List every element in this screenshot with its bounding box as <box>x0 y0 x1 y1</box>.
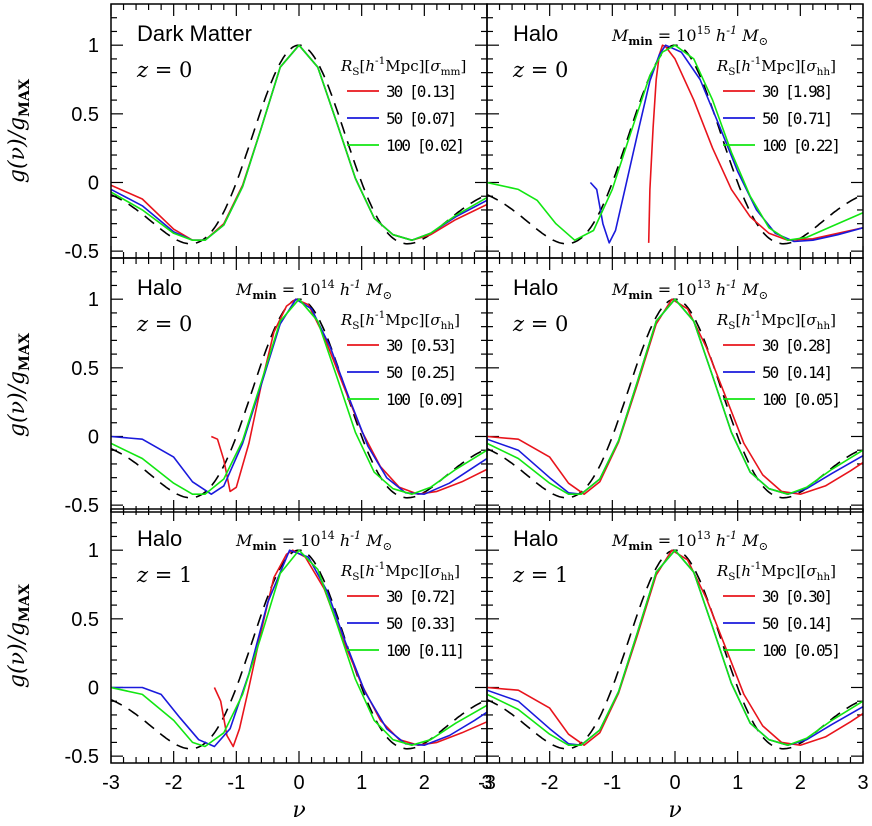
series-line-2 <box>487 44 863 241</box>
panel-title: Dark Matter <box>137 21 252 46</box>
panel-z-label: z = 0 <box>136 58 192 82</box>
y-tick-label: 0 <box>88 426 99 448</box>
y-tick-label: 0.5 <box>71 358 99 380</box>
legend-label-0: 30 [0.28] <box>762 336 833 355</box>
x-tick-label: 3 <box>857 772 868 794</box>
y-tick-label: -0.5 <box>65 241 99 263</box>
legend-label-1: 50 [0.14] <box>762 614 833 633</box>
panel-1: Halo z = 0 Mmin = 1015 h-1 M⊙ RS[h-1Mpc][σh… <box>486 3 864 259</box>
y-axis-label: g(ν)/gMAX <box>5 78 33 183</box>
panel-frame <box>486 508 864 764</box>
legend-header: RS[h-1Mpc][σhh] <box>716 309 836 332</box>
x-axis-label: ν <box>292 798 305 821</box>
panel-title: Halo <box>513 526 558 551</box>
series-line-2 <box>487 549 863 747</box>
mmin-label: Mmin = 1015 h-1 M⊙ <box>611 24 768 48</box>
y-tick-label: 0 <box>88 172 99 194</box>
series-line-2 <box>111 549 487 748</box>
x-tick-label: 1 <box>356 772 367 794</box>
panel-title: Halo <box>137 526 182 551</box>
x-tick-label: 2 <box>419 772 430 794</box>
legend-header: RS[h-1Mpc][σhh] <box>340 309 460 332</box>
y-tick-label: 1 <box>88 35 99 57</box>
legend-label-1: 50 [0.14] <box>762 363 833 382</box>
y-axis-label: g(ν)/gMAX <box>5 583 33 688</box>
y-tick-label: 1 <box>88 540 99 562</box>
legend-label-0: 30 [0.13] <box>386 82 457 101</box>
legend-label-2: 100 [0.05] <box>762 390 841 409</box>
series-line-2 <box>487 298 863 496</box>
legend-label-2: 100 [0.22] <box>762 136 841 155</box>
x-tick-label: -1 <box>227 772 245 794</box>
panel-title: Halo <box>513 21 558 46</box>
x-axis-label: ν <box>668 798 681 821</box>
legend-label-2: 100 [0.11] <box>386 641 465 660</box>
panel-0: Dark Matter z = 0 RS[h-1Mpc][σmm] 30 [0.13]… <box>110 3 488 259</box>
x-tick-label: -3 <box>102 772 120 794</box>
legend-label-0: 30 [0.72] <box>386 587 457 606</box>
y-axis-label: g(ν)/gMAX <box>5 332 33 437</box>
legend-label-1: 50 [0.71] <box>762 109 833 128</box>
mmin-label: Mmin = 1014 h-1 M⊙ <box>235 529 392 553</box>
y-tick-label: 0.5 <box>71 104 99 126</box>
panel-z-label: z = 0 <box>136 312 192 336</box>
x-tick-label: 3 <box>481 772 492 794</box>
x-tick-label: -3 <box>478 772 496 794</box>
series-line-1 <box>111 549 487 748</box>
legend-label-0: 30 [1.98] <box>762 82 833 101</box>
series-line-2 <box>111 44 487 241</box>
panel-z-label: z = 0 <box>512 312 568 336</box>
x-tick-label: 1 <box>732 772 743 794</box>
y-tick-label: 1 <box>88 289 99 311</box>
legend-header: RS[h-1Mpc][σhh] <box>716 560 836 583</box>
legend-label-1: 50 [0.07] <box>386 109 457 128</box>
panel-4: Halo z = 1 Mmin = 1014 h-1 M⊙ RS[h-1Mpc][σh… <box>110 508 488 764</box>
x-tick-label: -2 <box>165 772 183 794</box>
legend-header: RS[h-1Mpc][σmm] <box>340 55 466 78</box>
panel-5: Halo z = 1 Mmin = 1013 h-1 M⊙ RS[h-1Mpc][σh… <box>486 508 864 764</box>
legend-label-0: 30 [0.53] <box>386 336 457 355</box>
legend-header: RS[h-1Mpc][σhh] <box>340 560 460 583</box>
panel-z-label: z = 1 <box>512 563 568 587</box>
x-tick-label: 0 <box>669 772 680 794</box>
y-tick-label: -0.5 <box>65 495 99 517</box>
panel-title: Halo <box>137 275 182 300</box>
legend-label-2: 100 [0.05] <box>762 641 841 660</box>
panel-2: Halo z = 0 Mmin = 1014 h-1 M⊙ RS[h-1Mpc][σh… <box>110 257 488 513</box>
panel-3: Halo z = 0 Mmin = 1013 h-1 M⊙ RS[h-1Mpc][σh… <box>486 257 864 513</box>
panel-z-label: z = 1 <box>136 563 192 587</box>
series-line-2 <box>111 298 487 496</box>
panel-ticks <box>486 4 864 258</box>
legend-label-2: 100 [0.09] <box>386 390 465 409</box>
x-tick-label: 0 <box>293 772 304 794</box>
x-tick-label: -1 <box>603 772 621 794</box>
panel-title: Halo <box>513 275 558 300</box>
legend-label-1: 50 [0.33] <box>386 614 457 633</box>
mmin-label: Mmin = 1013 h-1 M⊙ <box>611 529 768 553</box>
mmin-label: Mmin = 1013 h-1 M⊙ <box>611 278 768 302</box>
legend-label-0: 30 [0.30] <box>762 587 833 606</box>
y-tick-label: 0 <box>88 677 99 699</box>
y-tick-label: -0.5 <box>65 746 99 768</box>
mmin-label: Mmin = 1014 h-1 M⊙ <box>235 278 392 302</box>
x-tick-label: 2 <box>795 772 806 794</box>
panel-z-label: z = 0 <box>512 58 568 82</box>
y-tick-label: 0.5 <box>71 609 99 631</box>
x-tick-label: -2 <box>541 772 559 794</box>
legend-header: RS[h-1Mpc][σhh] <box>716 55 836 78</box>
legend-label-2: 100 [0.02] <box>386 136 465 155</box>
legend-label-1: 50 [0.25] <box>386 363 457 382</box>
